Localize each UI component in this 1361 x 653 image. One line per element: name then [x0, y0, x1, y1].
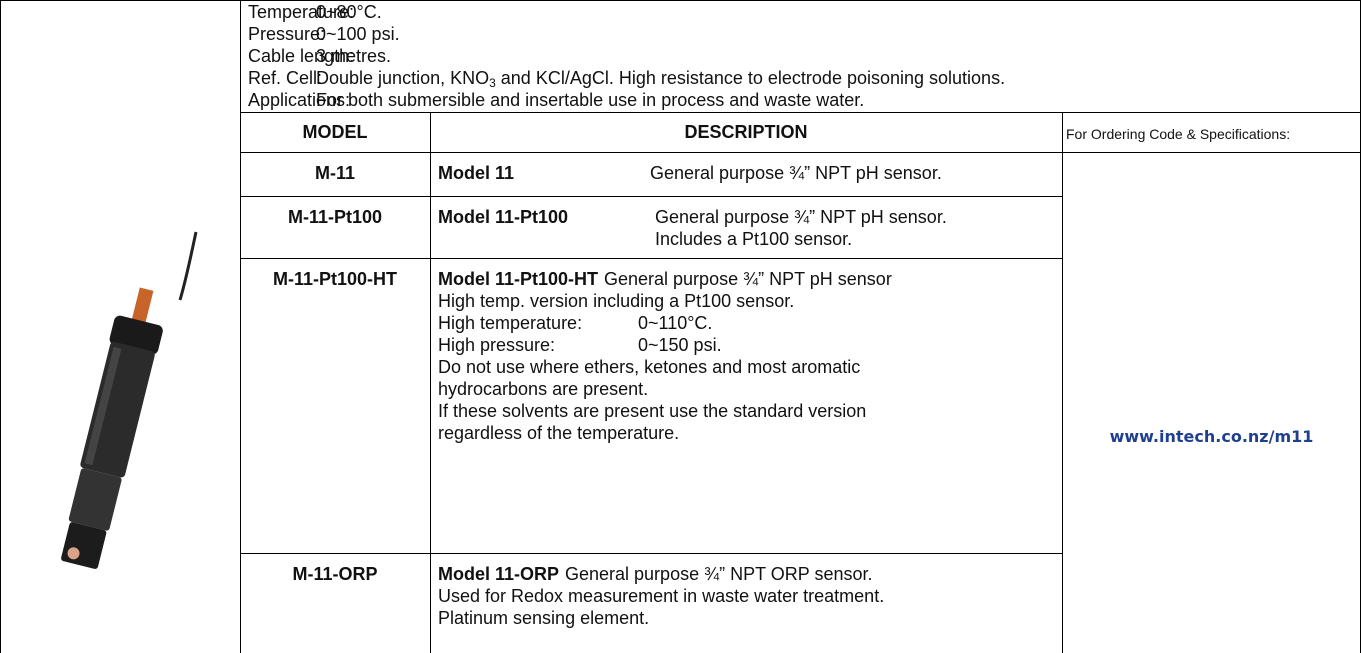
model-code: M-11-ORP	[292, 564, 378, 584]
spec-label: Applications:	[248, 90, 351, 110]
spec-label: Ref. Cell:	[248, 68, 323, 88]
spec-label: Pressure:	[248, 24, 326, 44]
subscript: 3	[489, 76, 496, 90]
description: Do not use where ethers, ketones and mos…	[438, 357, 861, 377]
rule	[1062, 112, 1063, 653]
description: Includes a Pt100 sensor.	[655, 229, 853, 249]
description: hydrocarbons are present.	[438, 379, 649, 399]
spec-label: Cable length:	[248, 46, 355, 66]
rule	[240, 152, 1361, 153]
description: Platinum sensing element.	[438, 608, 650, 628]
model-code: M-11-Pt100-HT	[272, 269, 398, 289]
description: General purpose ¾” NPT pH sensor.	[650, 163, 942, 183]
model-name: Model 11-Pt100	[438, 207, 569, 227]
description-label: High pressure:	[438, 335, 556, 355]
rule	[240, 553, 1062, 554]
spec-text: 0~100 psi.	[316, 24, 400, 44]
rule	[240, 258, 1062, 259]
spec-value: Double junction, KNO3 and KCl/AgCl. High…	[316, 67, 1005, 89]
rule	[0, 0, 1, 653]
model-name: Model 11-Pt100-HT	[438, 269, 599, 289]
model-name: Model 11-ORP	[438, 564, 560, 584]
model-name: Model 11	[438, 163, 515, 183]
description: General purpose ¾” NPT pH sensor.	[655, 207, 947, 227]
spec-value: For both submersible and insertable use …	[316, 89, 864, 111]
spec-label: Temperature:	[248, 2, 355, 22]
rule	[0, 0, 1361, 1]
link[interactable]: www.intech.co.nz/m11	[1109, 427, 1314, 446]
spec-text: and KCl/AgCl. High resistance to electro…	[495, 68, 1006, 88]
description-value: 0~150 psi.	[638, 335, 722, 355]
spec-text: 3 metres.	[316, 46, 392, 66]
spec-value: 0~100 psi.	[316, 23, 400, 45]
description: General purpose ¾” NPT pH sensor	[604, 269, 892, 289]
description: High temp. version including a Pt100 sen…	[438, 291, 795, 311]
description: General purpose ¾” NPT ORP sensor.	[565, 564, 873, 584]
rule	[430, 112, 431, 653]
product-image	[61, 231, 198, 569]
rule	[240, 0, 241, 653]
description-value: 0~110°C.	[638, 313, 713, 333]
description: regardless of the temperature.	[438, 423, 680, 443]
column-header: MODEL	[302, 122, 368, 142]
description-label: High temperature:	[438, 313, 583, 333]
spec-text: 0~80°C.	[316, 2, 382, 22]
spec-value: 3 metres.	[316, 45, 391, 67]
column-header: For Ordering Code & Specifications:	[1066, 126, 1291, 142]
model-code: M-11	[314, 163, 356, 183]
description: If these solvents are present use the st…	[438, 401, 867, 421]
column-header: DESCRIPTION	[684, 122, 808, 142]
spec-text: For both submersible and insertable use …	[316, 90, 865, 110]
spec-text: Double junction, KNO	[316, 68, 490, 88]
spec-value: 0~80°C.	[316, 1, 382, 23]
model-code: M-11-Pt100	[287, 207, 383, 227]
rule	[240, 112, 1361, 113]
description: Used for Redox measurement in waste wate…	[438, 586, 885, 606]
rule	[240, 196, 1062, 197]
